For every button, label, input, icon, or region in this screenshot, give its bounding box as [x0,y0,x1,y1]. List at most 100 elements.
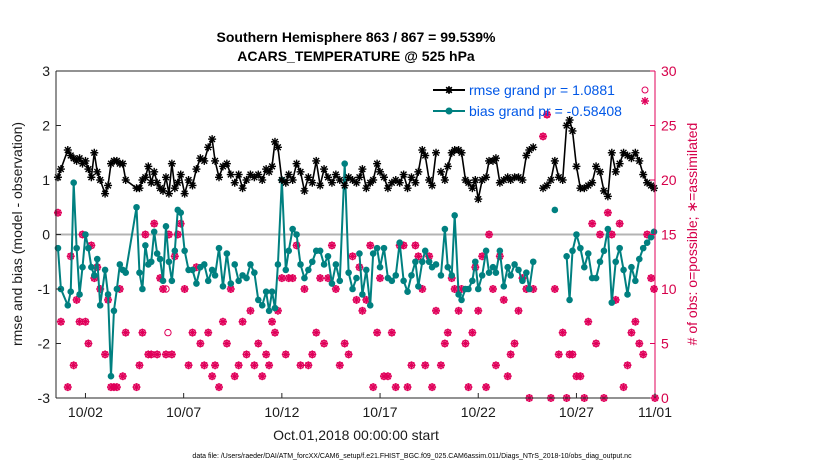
rmse-point [432,148,441,157]
obs-assimilated-point [150,219,159,228]
bias-point [608,299,616,306]
bias-point [223,250,231,257]
y-axis-label: rmse and bias (model - observation) [9,122,25,346]
rmse-point [335,176,344,184]
rmse-point [167,159,176,168]
obs-assimilated-point [222,339,231,348]
obs-assimilated-point [631,317,640,326]
obs-assimilated-point [482,383,491,392]
rmse-point [362,184,371,193]
rmse-point [211,156,220,165]
bias-point [93,255,101,263]
rmse-point [238,184,247,193]
obs-assimilated-point [141,230,150,239]
obs-assimilated-point [101,350,110,359]
rmse-point [164,189,173,198]
rmse-point [101,189,110,198]
obs-assimilated-point [488,285,497,293]
bias-point [70,179,77,187]
rmse-point [635,156,644,165]
bias-point [596,258,604,266]
bias-point [451,212,458,219]
obs-assimilated-point [304,361,313,370]
rmse-point [414,167,423,176]
rmse-point [331,170,340,179]
obs-assimilated-point [218,317,227,326]
obs-assimilated-point [619,383,628,392]
bias-point [285,247,293,255]
rmse-point [222,159,231,168]
rmse-point [258,176,267,184]
bias-point [254,296,262,304]
bias-point [566,296,573,304]
bias-point [345,269,352,276]
obs-assimilated-point [300,285,309,293]
rmse-point [312,156,321,165]
bias-point [415,282,422,290]
rmse-point [56,165,65,174]
bias-point [356,250,363,257]
x-tick-label: 10/02 [68,404,103,420]
bias-point [455,291,462,298]
bias-point [101,266,109,274]
obs-assimilated-point [84,339,93,348]
bias-point [104,291,112,298]
chart-subtitle: ACARS_TEMPERATURE @ 525 hPa [237,48,475,64]
obs-assimilated-point [188,328,197,337]
obs-assimilated-point [554,350,563,359]
bias-point [165,258,173,266]
bias-point [612,258,620,266]
plot-area [53,71,659,402]
rmse-point [292,159,301,168]
bias-point [620,266,627,274]
obs-assimilated-point [443,328,452,337]
rmse-point [478,176,487,184]
obs-assimilated-point [132,383,141,392]
rmse-point [421,151,430,160]
bias-point [359,291,366,298]
bias-point [474,285,482,293]
bias-point [404,288,411,296]
bias-point [73,244,80,252]
bias-point [635,255,643,263]
bias-point [274,261,282,268]
rmse-point [550,156,559,165]
bias-point [332,261,340,268]
bias-point [569,247,576,255]
rmse-point [468,184,477,193]
bias-point [96,302,104,309]
bias-point [632,277,639,285]
bias-point [231,261,239,268]
bias-point [113,285,121,293]
y-tick-label: 1 [42,172,50,188]
rmse-point [403,184,412,193]
bias-point [616,244,623,252]
rmse-point [204,143,213,152]
bias-point [465,285,472,293]
rmse-point [135,184,144,193]
obs-assimilated-point [387,328,396,337]
rmse-point [96,176,105,184]
obs-assimilated-point [246,306,255,315]
rmse-point [542,181,551,190]
rmse-point [300,186,309,195]
bias-point [349,285,356,293]
bias-point [496,247,504,255]
bias-point [200,261,208,268]
y2-tick-label: 0 [661,390,669,406]
legend: rmse grand pr = 1.0881 bias grand pr = -… [433,82,649,119]
rmse-point [491,154,500,163]
obs-assimilated-point [258,372,267,381]
bias-point [643,239,651,246]
bias-point [369,250,377,257]
obs-assimilated-point [615,219,624,228]
obs-assimilated-point [411,241,420,250]
rmse-point [607,148,616,157]
rmse-point [320,165,329,174]
y2-tick-label: 20 [661,172,677,188]
bias-point [412,258,419,266]
bias-point [251,269,258,276]
obs-assimilated-point [56,317,65,326]
obs-assimilated-point [499,295,508,304]
